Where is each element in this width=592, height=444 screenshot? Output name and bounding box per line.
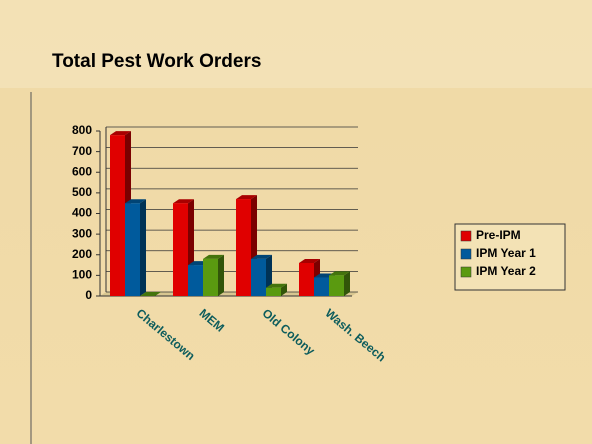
bar-side bbox=[218, 254, 224, 296]
legend-label: Pre-IPM bbox=[476, 228, 521, 242]
bar-top bbox=[236, 195, 257, 200]
y-tick-label: 500 bbox=[72, 185, 92, 199]
y-tick-label: 0 bbox=[85, 288, 92, 302]
bar-top bbox=[329, 271, 350, 276]
y-tick-label: 200 bbox=[72, 247, 92, 261]
y-tick-label: 300 bbox=[72, 226, 92, 240]
legend-swatch bbox=[460, 248, 472, 260]
bar bbox=[251, 258, 266, 296]
legend-label: IPM Year 1 bbox=[476, 246, 536, 260]
legend-swatch bbox=[460, 266, 472, 278]
bar bbox=[266, 287, 281, 296]
bar-top bbox=[173, 199, 194, 204]
bar-side bbox=[281, 283, 287, 296]
bar bbox=[203, 258, 218, 296]
legend-label: IPM Year 2 bbox=[476, 264, 536, 278]
bar-top bbox=[299, 259, 320, 263]
bar-top bbox=[266, 283, 287, 288]
y-tick-label: 700 bbox=[72, 144, 92, 158]
y-tick-label: 800 bbox=[72, 123, 92, 137]
chart-title: Total Pest Work Orders bbox=[52, 51, 261, 72]
y-tick-label: 600 bbox=[72, 164, 92, 178]
bar bbox=[329, 275, 344, 296]
bar bbox=[299, 263, 314, 296]
bar-top bbox=[140, 292, 161, 296]
bar bbox=[173, 203, 188, 296]
y-tick-label: 400 bbox=[72, 206, 92, 220]
header-band bbox=[0, 0, 592, 88]
bar-side bbox=[140, 199, 146, 296]
bar-side bbox=[344, 271, 350, 296]
bar bbox=[110, 135, 125, 296]
legend-swatch bbox=[460, 230, 472, 242]
bar bbox=[314, 277, 329, 296]
bar-top bbox=[251, 254, 272, 259]
bar bbox=[188, 265, 203, 296]
bar bbox=[236, 199, 251, 296]
y-tick-label: 100 bbox=[72, 268, 92, 282]
bar-top bbox=[125, 199, 146, 204]
floor bbox=[100, 292, 358, 296]
bar-top bbox=[203, 254, 224, 259]
legend bbox=[454, 223, 566, 291]
bar bbox=[125, 203, 140, 296]
bar-top bbox=[110, 131, 131, 136]
